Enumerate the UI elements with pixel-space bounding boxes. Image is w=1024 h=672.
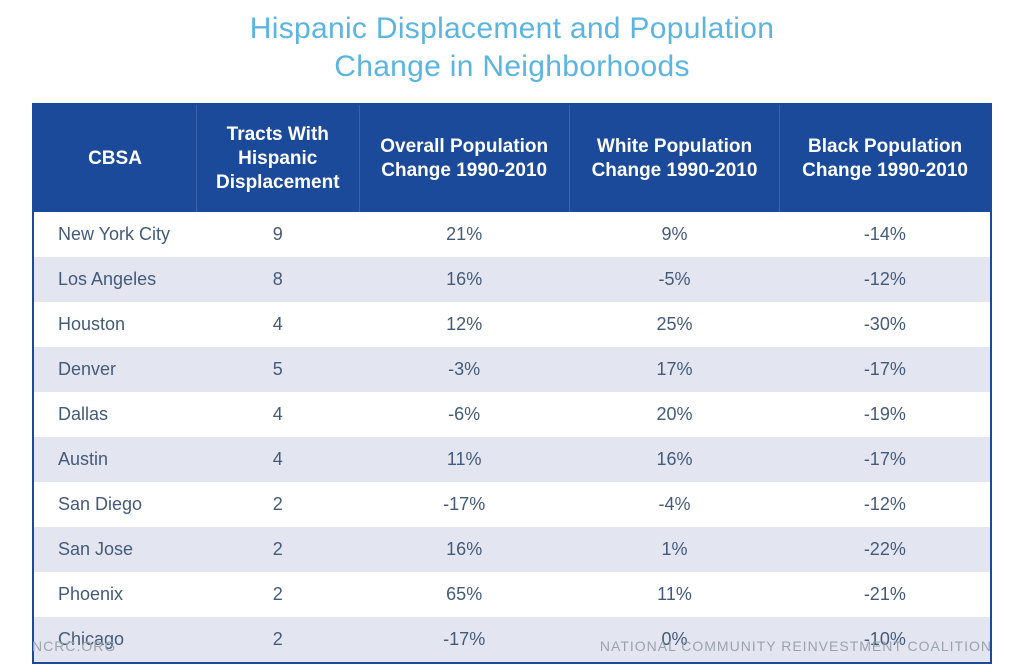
table-row: Denver5-3%17%-17% [34, 347, 990, 392]
table-row: Houston412%25%-30% [34, 302, 990, 347]
col-header-tracts: Tracts With Hispanic Displacement [197, 105, 360, 212]
col-header-black: Black Population Change 1990-2010 [780, 105, 990, 212]
cell-white: 11% [569, 572, 779, 617]
table-row: San Diego2-17%-4%-12% [34, 482, 990, 527]
cell-black: -30% [780, 302, 990, 347]
cell-white: 17% [569, 347, 779, 392]
data-table-container: CBSA Tracts With Hispanic Displacement O… [32, 103, 992, 664]
cell-white: 9% [569, 212, 779, 257]
footer: NCRC.ORG NATIONAL COMMUNITY REINVESTMENT… [32, 638, 992, 654]
cell-overall: -6% [359, 392, 569, 437]
cell-black: -22% [780, 527, 990, 572]
cell-tracts: 5 [197, 347, 360, 392]
title-line-2: Change in Neighborhoods [334, 50, 690, 83]
cell-overall: -3% [359, 347, 569, 392]
footer-right: NATIONAL COMMUNITY REINVESTMENT COALITIO… [600, 638, 992, 654]
cell-cbsa: Dallas [34, 392, 197, 437]
table-row: Phoenix265%11%-21% [34, 572, 990, 617]
cell-black: -12% [780, 482, 990, 527]
cell-black: -12% [780, 257, 990, 302]
cell-tracts: 9 [197, 212, 360, 257]
col-header-cbsa: CBSA [34, 105, 197, 212]
cell-cbsa: Phoenix [34, 572, 197, 617]
cell-black: -17% [780, 437, 990, 482]
cell-black: -19% [780, 392, 990, 437]
table-body: New York City921%9%-14%Los Angeles816%-5… [34, 212, 990, 662]
cell-white: -4% [569, 482, 779, 527]
cell-tracts: 4 [197, 437, 360, 482]
cell-tracts: 2 [197, 482, 360, 527]
cell-white: 25% [569, 302, 779, 347]
cell-white: 20% [569, 392, 779, 437]
cell-cbsa: Denver [34, 347, 197, 392]
cell-cbsa: Houston [34, 302, 197, 347]
footer-left: NCRC.ORG [32, 638, 116, 654]
cell-black: -21% [780, 572, 990, 617]
cell-overall: 11% [359, 437, 569, 482]
cell-white: 1% [569, 527, 779, 572]
data-table: CBSA Tracts With Hispanic Displacement O… [34, 105, 990, 662]
cell-black: -17% [780, 347, 990, 392]
table-row: Austin411%16%-17% [34, 437, 990, 482]
cell-overall: 65% [359, 572, 569, 617]
cell-overall: 16% [359, 527, 569, 572]
cell-cbsa: San Jose [34, 527, 197, 572]
table-row: San Jose216%1%-22% [34, 527, 990, 572]
table-row: Los Angeles816%-5%-12% [34, 257, 990, 302]
cell-cbsa: New York City [34, 212, 197, 257]
table-header: CBSA Tracts With Hispanic Displacement O… [34, 105, 990, 212]
cell-tracts: 2 [197, 572, 360, 617]
cell-cbsa: Los Angeles [34, 257, 197, 302]
cell-tracts: 4 [197, 392, 360, 437]
table-row: Dallas4-6%20%-19% [34, 392, 990, 437]
cell-overall: -17% [359, 482, 569, 527]
cell-cbsa: San Diego [34, 482, 197, 527]
cell-white: -5% [569, 257, 779, 302]
header-row: CBSA Tracts With Hispanic Displacement O… [34, 105, 990, 212]
cell-overall: 12% [359, 302, 569, 347]
page-title: Hispanic Displacement and Population Cha… [32, 10, 992, 85]
cell-overall: 16% [359, 257, 569, 302]
cell-white: 16% [569, 437, 779, 482]
col-header-overall: Overall Population Change 1990-2010 [359, 105, 569, 212]
table-row: New York City921%9%-14% [34, 212, 990, 257]
cell-black: -14% [780, 212, 990, 257]
cell-cbsa: Austin [34, 437, 197, 482]
cell-overall: 21% [359, 212, 569, 257]
title-line-1: Hispanic Displacement and Population [250, 12, 774, 45]
cell-tracts: 2 [197, 527, 360, 572]
cell-tracts: 8 [197, 257, 360, 302]
cell-tracts: 4 [197, 302, 360, 347]
col-header-white: White Population Change 1990-2010 [569, 105, 779, 212]
